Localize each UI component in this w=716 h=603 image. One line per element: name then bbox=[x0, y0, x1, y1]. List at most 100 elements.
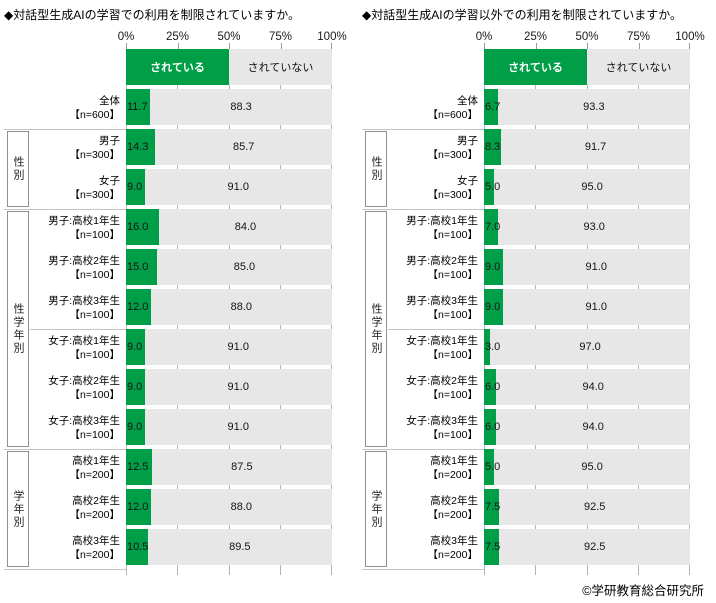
row-label-text: 女子:高校2年生 bbox=[406, 375, 478, 388]
value-no: 87.5 bbox=[231, 461, 253, 473]
bar-cell: 6.0 94.0 bbox=[484, 369, 690, 409]
bar-segment-no bbox=[147, 529, 332, 565]
value-no: 91.0 bbox=[227, 341, 249, 353]
row-label-text: 男子:高校3年生 bbox=[48, 295, 120, 308]
axis-tick-label: 75% bbox=[626, 31, 651, 43]
row-label: 女子 【n=300】 bbox=[30, 169, 126, 209]
value-no: 93.3 bbox=[583, 101, 605, 113]
row-n-text: 【n=100】 bbox=[69, 309, 121, 321]
row-label-text: 男子:高校1年生 bbox=[48, 215, 120, 228]
bar-cell: 9.0 91.0 bbox=[126, 329, 332, 369]
bar-cell: 5.0 95.0 bbox=[484, 169, 690, 209]
value-yes: 14.3 bbox=[127, 141, 149, 153]
bar-cell: 9.0 91.0 bbox=[126, 369, 332, 409]
bar-cell: 9.0 91.0 bbox=[484, 249, 690, 289]
value-no: 92.5 bbox=[584, 501, 606, 513]
row-n-text: 【n=100】 bbox=[69, 429, 121, 441]
row-label-text: 高校3年生 bbox=[430, 535, 478, 548]
value-yes: 9.0 bbox=[127, 421, 143, 433]
value-yes: 6.0 bbox=[485, 381, 501, 393]
bar-cell: 6.0 94.0 bbox=[484, 409, 690, 449]
group-label: 性学年別 bbox=[370, 303, 382, 355]
value-yes: 7.5 bbox=[485, 501, 501, 513]
bar-cell: 16.0 84.0 bbox=[126, 209, 332, 249]
row-n-text: 【n=100】 bbox=[427, 229, 479, 241]
value-no: 95.0 bbox=[581, 181, 603, 193]
value-no: 88.3 bbox=[230, 101, 252, 113]
value-no: 94.0 bbox=[582, 421, 604, 433]
axis-tick-mark bbox=[484, 43, 485, 49]
bar-segment-yes bbox=[126, 369, 145, 405]
bar-segment-no bbox=[494, 169, 690, 205]
value-yes: 15.0 bbox=[127, 261, 149, 273]
row-label-text: 女子 bbox=[99, 175, 120, 188]
row-n-text: 【n=200】 bbox=[427, 509, 479, 521]
value-yes: 9.0 bbox=[485, 261, 501, 273]
bar-segment-yes bbox=[126, 169, 145, 205]
group-boundary-line bbox=[4, 129, 126, 130]
axis-tick-mark bbox=[638, 43, 640, 49]
axis-tick-mark bbox=[177, 43, 179, 49]
row-label: 男子 【n=300】 bbox=[30, 129, 126, 169]
row-label: 女子:高校2年生 【n=100】 bbox=[30, 369, 126, 409]
bar-segment-yes bbox=[126, 529, 148, 565]
bar-segment-no bbox=[501, 129, 690, 165]
bar-segment-no bbox=[498, 209, 690, 245]
bar-stack: 9.0 91.0 bbox=[126, 329, 332, 365]
row-label: 高校3年生 【n=200】 bbox=[30, 529, 126, 569]
bar-cell: 14.3 85.7 bbox=[126, 129, 332, 169]
bar-segment-yes bbox=[484, 409, 497, 445]
bar-cell: 9.0 91.0 bbox=[484, 289, 690, 329]
bar-segment-no bbox=[494, 449, 690, 485]
legend-no-segment: されていない bbox=[587, 49, 690, 85]
row-label-text: 高校3年生 bbox=[72, 535, 120, 548]
row-label: 全体 【n=600】 bbox=[388, 89, 484, 129]
bar-segment-no bbox=[499, 489, 690, 525]
row-label: 高校3年生 【n=200】 bbox=[388, 529, 484, 569]
row-n-text: 【n=100】 bbox=[427, 309, 479, 321]
bar-segment-no bbox=[502, 289, 690, 325]
bar-segment-yes bbox=[126, 129, 156, 165]
bar-segment-yes bbox=[484, 489, 500, 525]
legend-yes-segment: されている bbox=[126, 49, 229, 85]
chart-ai-study-use: ◆対話型生成AIの学習での利用を制限されていますか。 0% 25% 50% 75% 10… bbox=[0, 0, 358, 575]
axis-tick-label: 75% bbox=[268, 31, 293, 43]
bar-segment-no bbox=[150, 289, 332, 325]
group-label: 性別 bbox=[370, 156, 382, 182]
bar-cell: 15.0 85.0 bbox=[126, 249, 332, 289]
row-n-text: 【n=600】 bbox=[69, 109, 121, 121]
row-label: 高校1年生 【n=200】 bbox=[30, 449, 126, 489]
value-no: 91.0 bbox=[227, 381, 249, 393]
row-label: 女子:高校2年生 【n=100】 bbox=[388, 369, 484, 409]
row-label: 男子:高校3年生 【n=100】 bbox=[388, 289, 484, 329]
value-yes: 10.5 bbox=[127, 541, 149, 553]
bar-segment-yes bbox=[484, 449, 495, 485]
row-n-text: 【n=100】 bbox=[69, 389, 121, 401]
row-label-text: 男子:高校1年生 bbox=[406, 215, 478, 228]
bar-stack: 7.5 92.5 bbox=[484, 489, 690, 525]
row-label: 女子:高校1年生 【n=100】 bbox=[30, 329, 126, 369]
bottom-tick-strip bbox=[484, 569, 690, 575]
value-yes: 9.0 bbox=[485, 301, 501, 313]
row-label: 女子 【n=300】 bbox=[388, 169, 484, 209]
bar-segment-no bbox=[151, 449, 332, 485]
value-yes: 7.5 bbox=[485, 541, 501, 553]
bar-cell: 5.0 95.0 bbox=[484, 449, 690, 489]
value-no: 93.0 bbox=[583, 221, 605, 233]
bar-segment-yes bbox=[484, 529, 500, 565]
bar-segment-yes bbox=[484, 249, 503, 285]
value-yes: 12.0 bbox=[127, 501, 149, 513]
row-label: 男子:高校3年生 【n=100】 bbox=[30, 289, 126, 329]
group-boundary-line bbox=[362, 129, 484, 130]
group-box: 性学年別 bbox=[7, 211, 29, 447]
bar-stack: 7.5 92.5 bbox=[484, 529, 690, 565]
value-no: 94.0 bbox=[582, 381, 604, 393]
bar-segment-no bbox=[499, 529, 690, 565]
bar-cell: 12.0 88.0 bbox=[126, 289, 332, 329]
bar-cell: 6.7 93.3 bbox=[484, 89, 690, 129]
value-no: 89.5 bbox=[229, 541, 251, 553]
row-label: 女子:高校3年生 【n=100】 bbox=[388, 409, 484, 449]
row-label-text: 全体 bbox=[99, 95, 120, 108]
row-label: 全体 【n=600】 bbox=[30, 89, 126, 129]
value-no: 85.7 bbox=[233, 141, 255, 153]
